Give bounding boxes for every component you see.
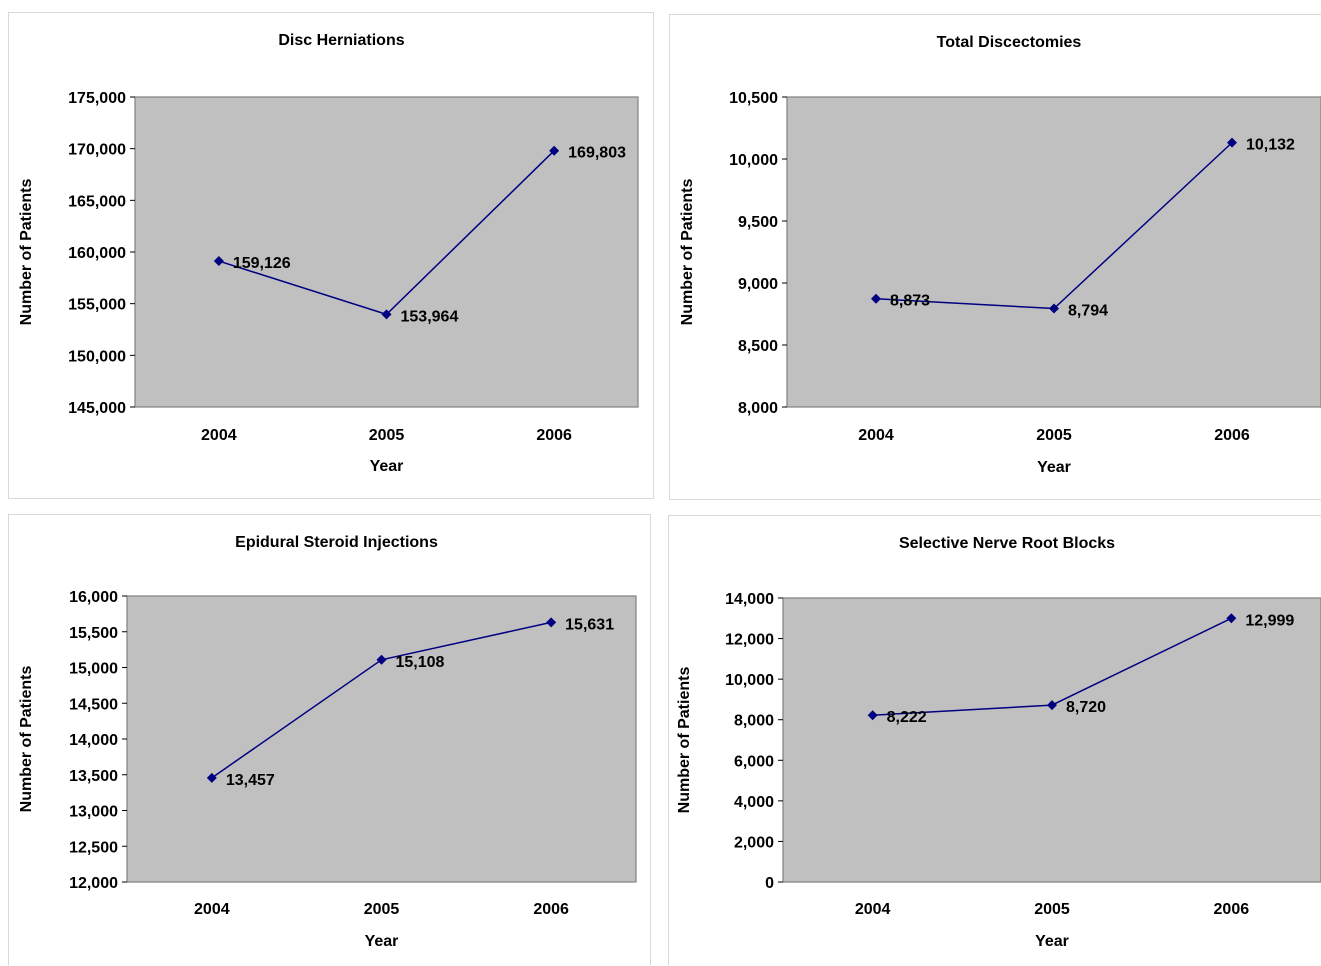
y-tick-label: 0 xyxy=(765,875,774,892)
x-tick-label: 2004 xyxy=(194,901,230,918)
y-tick-label: 10,500 xyxy=(729,90,778,107)
x-tick-label: 2005 xyxy=(1036,427,1072,444)
y-tick-label: 8,000 xyxy=(738,400,778,417)
y-tick-label: 165,000 xyxy=(68,193,126,210)
y-tick-label: 12,000 xyxy=(725,632,774,649)
chart-title: Epidural Steroid Injections xyxy=(235,534,438,551)
data-point-marker xyxy=(206,772,217,783)
data-label: 8,720 xyxy=(1066,699,1106,716)
y-tick-label: 175,000 xyxy=(68,90,126,107)
data-label: 153,964 xyxy=(401,308,459,325)
x-tick-label: 2004 xyxy=(858,427,894,444)
data-label: 169,803 xyxy=(568,145,626,162)
y-tick-label: 155,000 xyxy=(68,297,126,314)
y-tick-label: 8,500 xyxy=(738,338,778,355)
data-label: 8,222 xyxy=(887,709,927,726)
chart-selective-nerve-root-blocks: Selective Nerve Root Blocks 0 2,000 4,000 6,… xyxy=(668,515,1321,965)
data-point-marker xyxy=(1049,303,1059,314)
y-tick-label: 14,500 xyxy=(69,696,118,713)
x-axis-title: Year xyxy=(370,458,404,475)
x-axis-title: Year xyxy=(1037,459,1071,476)
data-point-marker xyxy=(546,617,557,628)
y-tick-label: 160,000 xyxy=(68,245,126,262)
data-label: 15,631 xyxy=(565,616,614,633)
y-tick-label: 170,000 xyxy=(68,142,126,159)
data-label: 10,132 xyxy=(1246,137,1295,154)
y-tick-label: 10,000 xyxy=(725,672,774,689)
y-axis-title: Number of Patients xyxy=(676,667,693,814)
data-point-marker xyxy=(1047,700,1057,711)
y-tick-label: 2,000 xyxy=(734,834,774,851)
x-tick-label: 2005 xyxy=(369,427,405,444)
chart-svg-3: Epidural Steroid Injections 12,000 12,500 1… xyxy=(18,534,637,950)
chart-svg-1: Disc Herniations 145,000 150,000 155,000 160… xyxy=(18,32,639,475)
y-tick-label: 150,000 xyxy=(68,348,126,365)
chart-epidural-steroid-injections: Epidural Steroid Injections 12,000 12,500 1… xyxy=(8,514,651,965)
data-point-marker xyxy=(871,293,881,304)
chart-title: Selective Nerve Root Blocks xyxy=(899,535,1115,552)
plot-area xyxy=(134,96,639,408)
y-axis-title: Number of Patients xyxy=(18,179,35,326)
y-tick-label: 13,500 xyxy=(69,768,118,785)
y-tick-label: 15,500 xyxy=(69,625,118,642)
x-tick-label: 2006 xyxy=(533,901,569,918)
chart-total-discectomies: Total Discectomies 8,000 8,500 9,000 9,500 10… xyxy=(669,14,1321,500)
data-label: 12,999 xyxy=(1245,612,1294,629)
y-tick-label: 145,000 xyxy=(68,400,126,417)
x-tick-label: 2004 xyxy=(855,901,891,918)
data-point-marker xyxy=(549,145,560,156)
data-point-marker xyxy=(1227,137,1237,148)
chart-svg-4: Selective Nerve Root Blocks 0 2,000 4,000 6,… xyxy=(676,535,1321,950)
data-point-marker xyxy=(381,309,392,320)
data-label: 8,873 xyxy=(890,293,930,310)
x-tick-label: 2004 xyxy=(201,427,237,444)
chart-svg-2: Total Discectomies 8,000 8,500 9,000 9,500 10… xyxy=(679,34,1321,476)
y-tick-label: 6,000 xyxy=(734,753,774,770)
data-point-marker xyxy=(213,256,224,267)
x-axis-title: Year xyxy=(1035,933,1069,950)
x-tick-label: 2006 xyxy=(1214,427,1250,444)
data-point-marker xyxy=(376,654,387,665)
plot-area xyxy=(126,595,637,883)
data-label: 159,126 xyxy=(233,255,291,272)
y-axis-title: Number of Patients xyxy=(679,179,696,326)
y-tick-label: 8,000 xyxy=(734,713,774,730)
plot-area xyxy=(782,597,1321,883)
data-label: 13,457 xyxy=(226,772,275,789)
x-tick-label: 2006 xyxy=(1214,901,1250,918)
y-tick-label: 16,000 xyxy=(69,589,118,606)
chart-title: Disc Herniations xyxy=(278,32,404,49)
x-tick-label: 2005 xyxy=(364,901,400,918)
data-label: 8,794 xyxy=(1068,303,1108,320)
x-tick-label: 2005 xyxy=(1034,901,1070,918)
data-point-marker xyxy=(867,710,878,721)
y-tick-label: 12,500 xyxy=(69,839,118,856)
y-axis-title: Number of Patients xyxy=(18,666,35,813)
x-axis-title: Year xyxy=(365,933,399,950)
x-tick-label: 2006 xyxy=(536,427,572,444)
data-label: 15,108 xyxy=(396,654,445,671)
y-tick-label: 15,000 xyxy=(69,661,118,678)
y-tick-label: 13,000 xyxy=(69,804,118,821)
y-tick-label: 10,000 xyxy=(729,152,778,169)
y-tick-label: 9,000 xyxy=(738,276,778,293)
y-tick-label: 12,000 xyxy=(69,875,118,892)
y-tick-label: 14,000 xyxy=(69,732,118,749)
chart-disc-herniations: Disc Herniations 145,000 150,000 155,000 160… xyxy=(8,12,654,499)
y-tick-label: 4,000 xyxy=(734,794,774,811)
data-point-marker xyxy=(1226,613,1237,624)
y-tick-label: 14,000 xyxy=(725,591,774,608)
y-tick-label: 9,500 xyxy=(738,214,778,231)
plot-area xyxy=(786,96,1321,408)
chart-title: Total Discectomies xyxy=(937,34,1082,51)
